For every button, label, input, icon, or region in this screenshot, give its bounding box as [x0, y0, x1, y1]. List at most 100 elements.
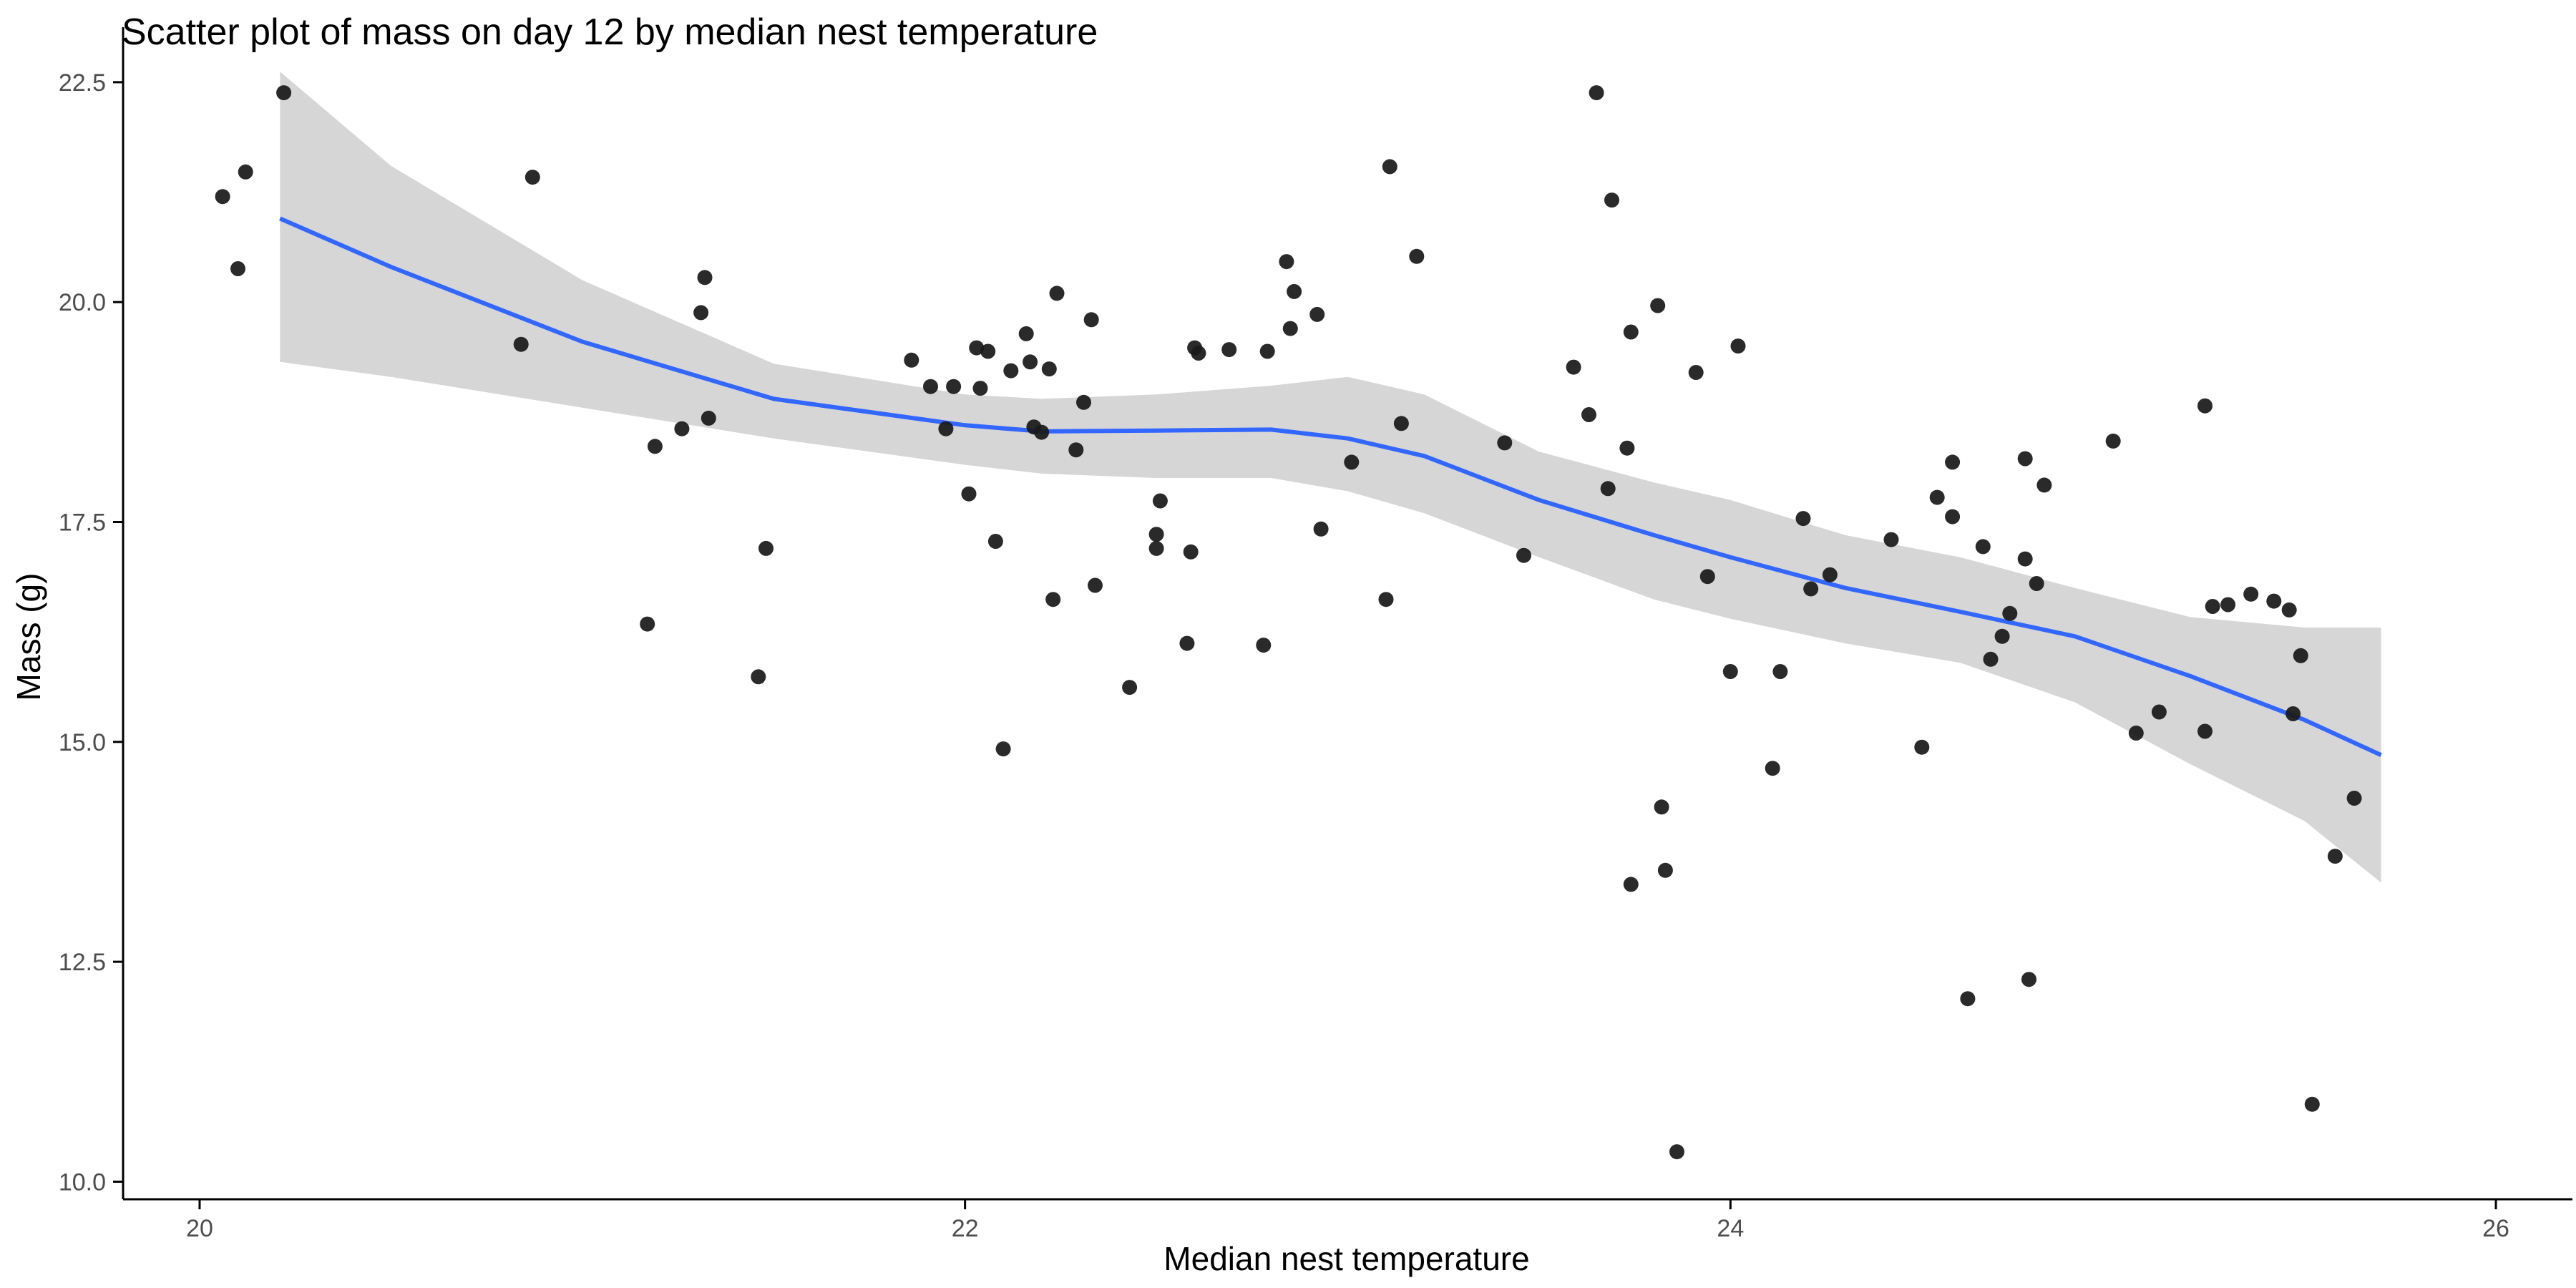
x-tick-label: 24 [1717, 1215, 1744, 1242]
data-point-60 [1581, 407, 1596, 422]
data-point-88 [1994, 628, 2010, 644]
data-point-9 [693, 305, 709, 321]
data-point-85 [1960, 991, 1976, 1007]
data-point-76 [1772, 664, 1788, 679]
data-point-24 [1003, 363, 1019, 379]
data-point-43 [1191, 346, 1206, 361]
x-tick-label: 22 [952, 1215, 979, 1242]
y-tick-label: 10.0 [59, 1169, 106, 1196]
data-point-37 [1148, 527, 1164, 542]
data-point-108 [2327, 849, 2343, 864]
data-point-104 [2281, 602, 2297, 618]
data-point-81 [1914, 739, 1930, 755]
data-point-26 [1023, 354, 1038, 370]
data-point-64 [1619, 440, 1635, 456]
data-point-44 [1221, 342, 1237, 358]
smooth-line [279, 216, 2382, 757]
data-point-15 [923, 379, 938, 394]
data-point-63 [1604, 192, 1619, 208]
data-point-10 [697, 270, 713, 286]
data-point-22 [987, 534, 1003, 549]
data-points-layer [215, 85, 2362, 1160]
y-tick-label: 17.5 [59, 509, 106, 536]
data-point-50 [1309, 306, 1325, 322]
y-tick-label: 22.5 [59, 69, 106, 97]
data-point-19 [969, 340, 985, 356]
x-axis-title: Median nest temperature [1163, 1240, 1529, 1277]
data-point-92 [2021, 972, 2036, 987]
data-point-55 [1393, 416, 1409, 431]
data-point-93 [2029, 576, 2044, 591]
data-point-105 [2285, 706, 2301, 721]
data-point-1 [230, 261, 245, 276]
data-point-41 [1183, 544, 1199, 560]
data-point-69 [1657, 862, 1673, 878]
data-point-84 [1945, 509, 1961, 525]
data-point-56 [1409, 248, 1425, 264]
data-point-98 [2197, 398, 2212, 414]
data-point-51 [1313, 521, 1329, 537]
smooth-line-layer [279, 216, 2382, 757]
data-point-5 [525, 170, 540, 185]
data-point-82 [1929, 489, 1945, 505]
data-point-16 [938, 421, 954, 436]
data-point-0 [215, 189, 230, 205]
data-point-86 [1975, 539, 1991, 555]
y-tick-label: 15.0 [59, 729, 106, 756]
data-point-25 [1018, 326, 1034, 341]
data-point-61 [1589, 85, 1604, 101]
data-point-109 [2346, 791, 2362, 806]
data-point-52 [1344, 454, 1360, 470]
data-point-28 [1034, 424, 1050, 440]
data-point-40 [1179, 635, 1195, 651]
data-point-87 [1983, 651, 1999, 667]
data-point-65 [1623, 324, 1639, 340]
data-point-32 [1068, 442, 1084, 458]
y-tick-label: 20.0 [59, 289, 106, 316]
chart-title: Scatter plot of mass on day 12 by median… [122, 11, 1098, 53]
data-point-48 [1282, 321, 1298, 336]
data-point-2 [238, 164, 253, 180]
data-point-12 [751, 669, 766, 685]
data-point-13 [758, 540, 774, 556]
data-point-107 [2304, 1096, 2320, 1112]
data-point-39 [1152, 493, 1168, 509]
data-point-3 [276, 85, 292, 101]
data-point-75 [1765, 761, 1780, 776]
data-point-73 [1722, 664, 1738, 679]
data-point-66 [1623, 877, 1639, 892]
data-point-77 [1795, 511, 1811, 527]
data-point-31 [1049, 286, 1065, 301]
data-point-83 [1945, 454, 1961, 470]
data-point-11 [701, 410, 716, 426]
data-point-90 [2017, 451, 2033, 467]
data-point-68 [1654, 799, 1669, 815]
data-point-89 [2002, 605, 2018, 621]
data-point-102 [2243, 586, 2259, 602]
data-point-49 [1287, 283, 1302, 299]
axes-layer: 20 22 24 26 10.0 12.5 15.0 17.5 20.0 22.5 [59, 27, 2572, 1242]
data-point-33 [1076, 394, 1091, 410]
data-point-38 [1148, 540, 1164, 556]
data-point-97 [2151, 704, 2167, 720]
data-point-57 [1497, 435, 1513, 451]
confidence-band-layer [280, 72, 2381, 883]
data-point-30 [1045, 592, 1061, 608]
data-point-74 [1730, 338, 1746, 354]
confidence-band [280, 72, 2381, 883]
data-point-23 [995, 741, 1011, 757]
y-axis-title: Mass (g) [10, 573, 47, 701]
data-point-53 [1378, 592, 1394, 608]
data-point-58 [1516, 547, 1531, 563]
data-point-103 [2266, 593, 2282, 609]
data-point-96 [2128, 726, 2144, 741]
data-point-101 [2220, 597, 2236, 613]
data-point-7 [647, 439, 663, 454]
data-point-8 [674, 421, 690, 436]
data-point-72 [1699, 569, 1715, 585]
data-point-36 [1122, 680, 1138, 696]
data-point-91 [2017, 551, 2033, 567]
data-point-6 [640, 616, 655, 632]
